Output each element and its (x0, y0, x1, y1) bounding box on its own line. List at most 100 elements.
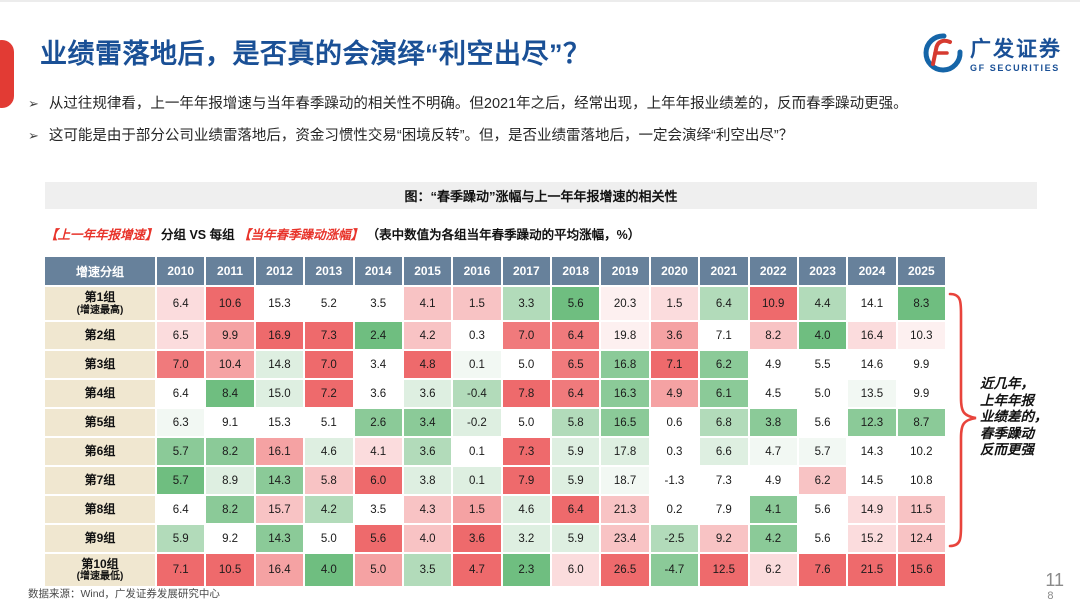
heat-cell: 15.7 (255, 496, 304, 523)
heat-cell: 0.2 (650, 496, 699, 523)
heat-cell: 1.5 (650, 287, 699, 320)
year-header: 2010 (157, 257, 205, 285)
heat-cell: 4.9 (749, 351, 797, 378)
table-row: 第7组 5.7 8.9 14.3 5.8 6.0 3.8 0.1 7.9 5.9 18.7 -1.3 7… (45, 467, 945, 494)
heat-cell: 4.1 (354, 438, 402, 465)
page-number: 11 8 (1045, 570, 1064, 602)
heat-cell: 6.5 (157, 322, 205, 349)
heat-cell: 5.7 (798, 438, 847, 465)
corner-header: 增速分组 (45, 257, 155, 285)
heat-cell: 9.2 (700, 525, 748, 552)
heat-cell: 5.9 (157, 525, 205, 552)
heat-cell: 6.4 (552, 322, 600, 349)
heat-cell: 4.2 (403, 322, 452, 349)
heat-cell: 0.1 (453, 438, 501, 465)
year-header: 2024 (848, 257, 896, 285)
bullet-text: 这可能是由于部分公司业绩雷落地后，资金习惯性交易“困境反转”。但，是否业绩雷落地… (48, 128, 794, 145)
heat-cell: 4.2 (749, 525, 797, 552)
year-header: 2021 (700, 257, 748, 285)
heat-cell: -1.3 (650, 467, 699, 494)
year-header: 2012 (255, 257, 304, 285)
heat-cell: 14.3 (255, 525, 304, 552)
heat-cell: 16.4 (848, 322, 896, 349)
heat-cell: 5.6 (354, 525, 402, 552)
heat-cell: 4.7 (749, 438, 797, 465)
heat-cell: 15.2 (848, 525, 896, 552)
heat-cell: 23.4 (601, 525, 649, 552)
heat-cell: 7.0 (502, 322, 550, 349)
heat-cell: 4.3 (403, 496, 452, 523)
heat-cell: 4.1 (403, 287, 452, 320)
heat-cell: 3.6 (403, 438, 452, 465)
heat-cell: 10.5 (206, 554, 254, 586)
row-label: 第10组 (增速最低) (45, 554, 155, 586)
heat-cell: 17.8 (601, 438, 649, 465)
heat-cell: 6.5 (552, 351, 600, 378)
heat-cell: 5.7 (157, 438, 205, 465)
heatmap-table: 增速分组 2010 2011 2012 2013 2014 2015 2016 2017 2018… (45, 257, 945, 588)
heat-cell: 14.9 (848, 496, 896, 523)
heat-cell: 4.0 (798, 322, 847, 349)
heat-cell: 7.1 (650, 351, 699, 378)
heat-cell: 0.1 (453, 351, 501, 378)
row-label: 第4组 (45, 380, 155, 407)
table-row: 第1组 (增速最高) 6.4 10.6 15.3 5.2 3.5 4.1 1.5 3.3 5.6 20… (45, 287, 945, 320)
row-label: 第6组 (45, 438, 155, 465)
heat-cell: 6.1 (700, 380, 748, 407)
heat-cell: 5.0 (354, 554, 402, 586)
heat-cell: 5.6 (798, 525, 847, 552)
heat-cell: 5.9 (552, 525, 600, 552)
heat-cell: 15.3 (255, 287, 304, 320)
heat-cell: 7.8 (502, 380, 550, 407)
heat-cell: 4.0 (305, 554, 353, 586)
year-header: 2011 (206, 257, 254, 285)
heat-cell: 5.7 (157, 467, 205, 494)
table-row: 第5组 6.3 9.1 15.3 5.1 2.6 3.4 -0.2 5.0 5.8 16.5 0.6 6… (45, 409, 945, 436)
heat-cell: 8.7 (897, 409, 945, 436)
heat-cell: 3.6 (403, 380, 452, 407)
row-label: 第7组 (45, 467, 155, 494)
heat-cell: 5.6 (798, 496, 847, 523)
heat-cell: 4.0 (403, 525, 452, 552)
heat-cell: 7.1 (157, 554, 205, 586)
heat-cell: 4.6 (305, 438, 353, 465)
heat-cell: 10.4 (206, 351, 254, 378)
heat-cell: -4.7 (650, 554, 699, 586)
heat-cell: 3.4 (354, 351, 402, 378)
heat-cell: 3.6 (354, 380, 402, 407)
heat-cell: 5.8 (552, 409, 600, 436)
heat-cell: 21.5 (848, 554, 896, 586)
heat-cell: 8.2 (206, 496, 254, 523)
table-row: 第4组 6.4 8.4 15.0 7.2 3.6 3.6 -0.4 7.8 6.4 16.3 4.9 6… (45, 380, 945, 407)
year-header: 2013 (305, 257, 353, 285)
heat-cell: 7.3 (305, 322, 353, 349)
page-title: 业绩雷落地后，是否真的会演绎“利空出尽”？ (40, 39, 591, 69)
year-header: 2016 (453, 257, 501, 285)
heat-cell: 4.2 (305, 496, 353, 523)
heat-cell: 7.2 (305, 380, 353, 407)
heat-cell: 20.3 (601, 287, 649, 320)
heat-cell: 5.0 (502, 351, 550, 378)
annotation-text: 近几年， 上年年报 业绩差的， 春季躁动 反而更强 (980, 376, 1048, 457)
heat-cell: 5.0 (798, 380, 847, 407)
bullet-arrow-icon: ➢ (28, 96, 39, 111)
heat-cell: 3.8 (403, 467, 452, 494)
row-label: 第2组 (45, 322, 155, 349)
heat-cell: 4.7 (453, 554, 501, 586)
heat-cell: -0.4 (453, 380, 501, 407)
heat-cell: 9.2 (206, 525, 254, 552)
heat-cell: 12.5 (700, 554, 748, 586)
heat-cell: 7.3 (502, 438, 550, 465)
heat-cell: 5.0 (502, 409, 550, 436)
heat-cell: 3.8 (749, 409, 797, 436)
heat-cell: 0.3 (453, 322, 501, 349)
heat-cell: 5.5 (798, 351, 847, 378)
bullet-item: ➢ 这可能是由于部分公司业绩雷落地后，资金习惯性交易“困境反转”。但，是否业绩雷… (28, 126, 1058, 147)
table-row: 第2组 6.5 9.9 16.9 7.3 2.4 4.2 0.3 7.0 6.4 19.8 3.6 7.… (45, 322, 945, 349)
heat-cell: 4.9 (749, 467, 797, 494)
heat-cell: 6.0 (354, 467, 402, 494)
table-row: 第3组 7.0 10.4 14.8 7.0 3.4 4.8 0.1 5.0 6.5 16.8 7.1 6… (45, 351, 945, 378)
year-header: 2014 (354, 257, 402, 285)
heat-cell: 7.0 (305, 351, 353, 378)
heat-cell: -2.5 (650, 525, 699, 552)
